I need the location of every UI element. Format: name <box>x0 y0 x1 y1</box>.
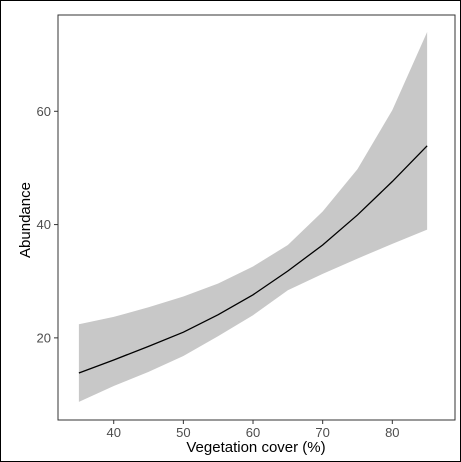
x-axis-title: Vegetation cover (%) <box>186 439 325 456</box>
x-tick-label: 80 <box>385 425 399 440</box>
y-tick-label: 60 <box>37 104 51 119</box>
y-tick-label: 20 <box>37 330 51 345</box>
y-axis-title: Abundance <box>17 182 34 258</box>
x-tick-label: 70 <box>315 425 329 440</box>
confidence-band <box>78 31 428 402</box>
x-tick-label: 40 <box>106 425 120 440</box>
x-tick-label: 50 <box>176 425 190 440</box>
fitted-line <box>78 145 428 374</box>
y-tick-label: 40 <box>37 217 51 232</box>
x-tick-label: 60 <box>246 425 260 440</box>
plot-panel-border <box>57 14 456 421</box>
